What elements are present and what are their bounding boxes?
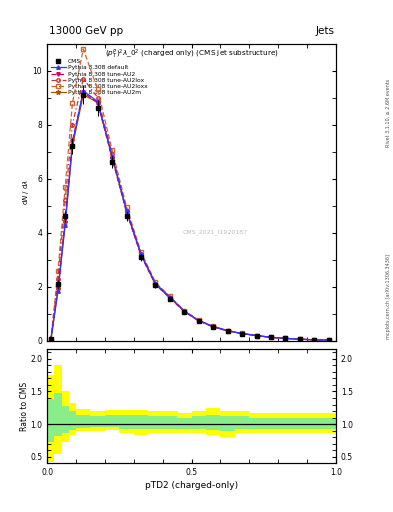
Text: Jets: Jets: [316, 26, 335, 36]
Legend: CMS, Pythia 8.308 default, Pythia 8.308 tune-AU2, Pythia 8.308 tune-AU2lox, Pyth: CMS, Pythia 8.308 default, Pythia 8.308 …: [50, 58, 148, 96]
X-axis label: pTD2 (charged-only): pTD2 (charged-only): [145, 481, 238, 490]
Y-axis label: $\mathrm{d}N$ / $\mathrm{d}\lambda$: $\mathrm{d}N$ / $\mathrm{d}\lambda$: [21, 179, 31, 205]
Text: $(p_T^P)^2\lambda\_0^2$ (charged only) (CMS jet substructure): $(p_T^P)^2\lambda\_0^2$ (charged only) (…: [105, 48, 279, 61]
Text: CMS_2021_I1920187: CMS_2021_I1920187: [183, 230, 248, 236]
Text: Rivet 3.1.10, ≥ 2.6M events: Rivet 3.1.10, ≥ 2.6M events: [386, 78, 391, 147]
Text: 13000 GeV pp: 13000 GeV pp: [49, 26, 123, 36]
Text: mcplots.cern.ch [arXiv:1306.3436]: mcplots.cern.ch [arXiv:1306.3436]: [386, 254, 391, 339]
Y-axis label: Ratio to CMS: Ratio to CMS: [20, 381, 29, 431]
